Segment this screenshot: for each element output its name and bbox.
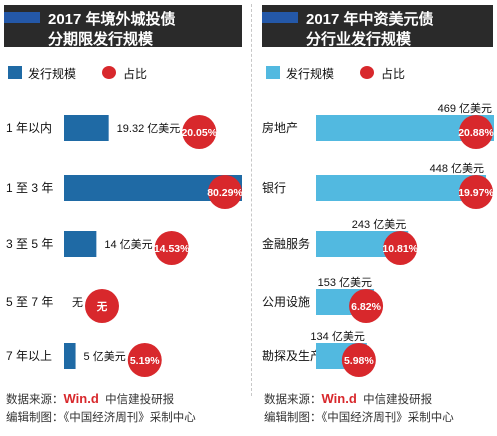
category-label: 5 至 7 年 [6,295,53,309]
percent-circle [383,231,418,265]
percent-circle [459,175,493,209]
bar [64,231,97,257]
percent-circle [182,115,217,149]
panel-divider [251,4,252,396]
value-label: 134 亿美元 [310,330,364,343]
right-chart: 房地产 469 亿美元 20.88% 银行 448 亿美元 19.97% 金融服务 243 亿… [262,102,494,377]
value-label: 469 亿美元 [438,102,492,115]
left-panel: 2017 年境外城投债 分期限发行规模 发行规模 占比 1 年以内 19.32 亿… [0,0,246,400]
right-legend: 发行规模 占比 [266,64,496,82]
left-title-block: 2017 年境外城投债 分期限发行规模 [4,5,242,48]
percent-circle [341,343,376,377]
category-label: 1 年以内 [6,121,52,135]
legend-dot-swatch [360,66,374,79]
right-title-block: 2017 年中资美元债 分行业发行规模 [262,5,493,48]
right-title-line1: 2017 年中资美元债 [306,11,434,28]
category-label: 公用设施 [262,295,310,309]
source-brand: Win.d [321,391,357,406]
percent-label: 无 [96,301,108,313]
left-legend: 发行规模 占比 [8,64,238,82]
bar [316,175,487,201]
percent-circle [459,115,493,149]
footer-editor-right: 编辑制图：《中国经济周刊》采制中心 [264,412,454,424]
source-prefix: 数据来源： [6,394,64,406]
bar [64,343,76,369]
right-title-line2: 分行业发行规模 [306,31,412,48]
source-brand: Win.d [63,391,99,406]
footer-source-left: 数据来源：Win.d 中信建投研报 [6,391,174,407]
percent-circle [127,343,162,377]
category-label: 房地产 [262,120,298,135]
value-label: 14 亿美元 [104,238,152,251]
legend-bar-swatch [8,66,22,79]
category-label: 3 至 5 年 [6,237,53,251]
left-title-line2: 分期限发行规模 [48,31,154,48]
title-accent [4,12,40,23]
value-label: 243 亿美元 [352,218,406,231]
percent-label: 6.82% [351,301,381,313]
value-label: 448 亿美元 [430,162,484,175]
legend-dot-label: 占比 [123,67,148,81]
percent-label: 10.81% [382,243,418,255]
category-label: 银行 [262,181,286,195]
legend-bar-label: 发行规模 [28,67,77,81]
value-label: 153 亿美元 [318,276,372,289]
legend-dot-label: 占比 [381,67,406,81]
percent-circle [208,175,242,209]
right-panel: 2017 年中资美元债 分行业发行规模 发行规模 占比 房地产 469 亿美元 20… [258,0,497,400]
percent-label: 14.53% [154,243,190,255]
percent-label: 19.97% [458,187,494,199]
percent-circle [154,231,189,265]
source-prefix: 数据来源： [264,394,322,406]
value-label: 无 [72,297,83,309]
percent-circle [349,289,384,323]
legend-bar-swatch [266,66,280,79]
title-accent [262,12,298,23]
footer-source-right: 数据来源：Win.d 中信建投研报 [264,391,432,407]
percent-circle [85,289,119,323]
footer-editor-left: 编辑制图：《中国经济周刊》采制中心 [6,412,196,424]
percent-label: 20.05% [181,127,217,139]
category-label: 7 年以上 [6,349,52,363]
legend-bar-label: 发行规模 [286,67,335,81]
source-suffix: 中信建投研报 [363,394,433,406]
percent-label: 80.29% [207,187,243,199]
value-label: 19.32 亿美元 [117,122,181,135]
source-suffix: 中信建投研报 [105,394,175,406]
legend-dot-swatch [102,66,116,79]
bar [64,115,109,141]
left-title-line1: 2017 年境外城投债 [48,11,176,28]
category-label: 金融服务 [262,236,310,251]
category-label: 勘探及生产 [262,349,322,363]
value-label: 5 亿美元 [84,350,126,363]
percent-label: 20.88% [458,127,494,139]
percent-label: 5.19% [130,355,160,367]
percent-label: 5.98% [344,355,374,367]
category-label: 1 至 3 年 [6,181,53,195]
